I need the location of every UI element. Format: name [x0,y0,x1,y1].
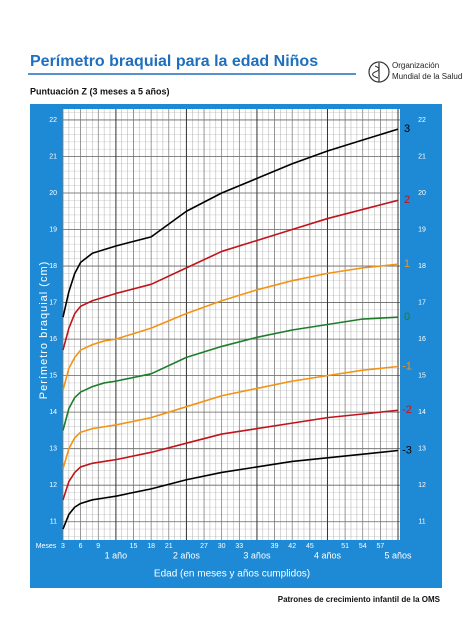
x-tick-label: 57 [376,543,384,550]
z-score-line [62,449,399,530]
x-tick-label: 5 años [384,550,412,560]
y-tick-label: 16 [49,336,57,343]
y-tick-label: 22 [418,117,426,124]
x-tick-label: 4 años [314,550,342,560]
y-tick-label: 21 [49,153,57,160]
x-tick-label: 30 [218,543,226,550]
y-tick-label: 11 [50,519,57,526]
series-label: 2 [404,194,410,206]
series-label: -3 [402,444,412,456]
z-score-line [62,316,399,431]
chart-title: Perímetro braquial para la edad Niños [30,53,318,70]
z-score-line [62,199,399,351]
y-tick-label: 17 [49,299,57,306]
x-tick-label: 3 años [243,550,271,560]
x-tick-label: 3 [61,543,65,550]
x-axis-label: Edad (en meses y años cumplidos) [154,569,310,580]
x-tick-label: 45 [306,543,314,550]
y-tick-label: 15 [49,372,57,379]
y-tick-label: 22 [49,117,57,124]
y-tick-label: 18 [418,263,426,270]
y-tick-label: 12 [418,482,426,489]
z-score-line [62,128,399,318]
x-tick-label: 6 [79,543,83,550]
y-tick-label: 19 [49,226,57,233]
x-unit-label: Meses [36,543,57,550]
z-score-line [62,409,399,501]
grid [62,109,400,540]
y-tick-label: 14 [418,409,426,416]
x-tick-label: 1 año [105,550,128,560]
x-tick-label: 39 [271,543,279,550]
y-tick-label: 18 [49,263,57,270]
z-score-line [62,365,399,469]
y-tick-label: 16 [418,336,426,343]
x-tick-label: 21 [165,543,173,550]
series-label: -2 [402,404,412,416]
x-tick-label: 27 [200,543,208,550]
org-name: Organización [392,61,439,70]
y-tick-label: 12 [49,482,57,489]
x-tick-label: 42 [288,543,296,550]
y-tick-label: 20 [49,190,57,197]
x-tick-label: 33 [235,543,243,550]
y-tick-label: 19 [418,226,426,233]
x-tick-label: 9 [96,543,100,550]
x-tick-label: 54 [359,543,367,550]
z-score-line [62,263,399,391]
y-tick-label: 15 [418,372,426,379]
chart-subtitle: Puntuación Z (3 meses a 5 años) [30,86,170,96]
series-label: -1 [402,360,412,372]
x-tick-label: 18 [147,543,155,550]
y-tick-label: 13 [49,446,57,453]
y-tick-label: 14 [49,409,57,416]
who-logo [368,61,390,83]
series-label: 3 [404,123,410,135]
footer: Patrones de crecimiento infantil de la O… [278,595,441,604]
x-tick-label: 15 [130,543,138,550]
y-tick-label: 21 [418,153,426,160]
series-label: 1 [404,258,410,270]
y-tick-label: 13 [418,446,426,453]
y-axis-label: Perímetro braquial (cm) [38,261,50,400]
y-tick-label: 20 [418,190,426,197]
x-tick-label: 2 años [173,550,201,560]
y-tick-label: 11 [418,519,425,526]
series-label: 0 [404,311,410,323]
org-name: Mundial de la Salud [392,72,462,81]
y-tick-label: 17 [418,299,426,306]
x-tick-label: 51 [341,543,349,550]
